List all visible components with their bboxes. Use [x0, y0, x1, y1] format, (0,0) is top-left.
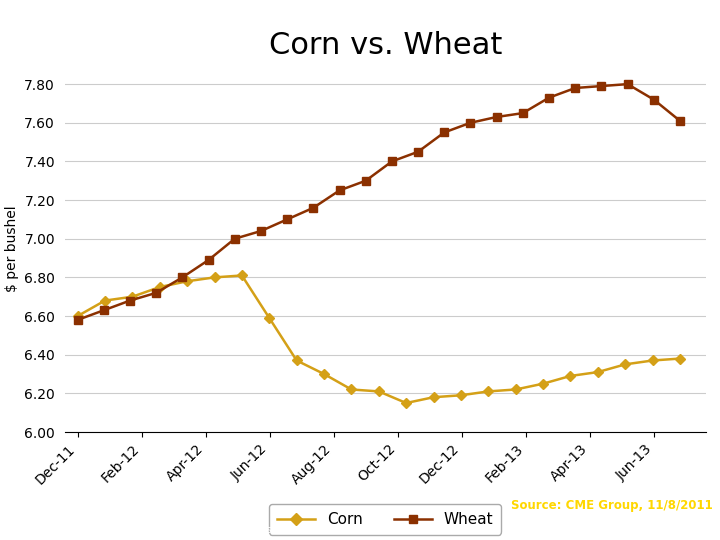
Text: IOWA STATE UNIVERSITY: IOWA STATE UNIVERSITY	[7, 499, 213, 512]
Y-axis label: $ per bushel: $ per bushel	[4, 205, 19, 292]
Text: Source: CME Group, 11/8/2011: Source: CME Group, 11/8/2011	[511, 499, 713, 512]
Legend: Corn, Wheat: Corn, Wheat	[269, 504, 501, 535]
Title: Corn vs. Wheat: Corn vs. Wheat	[269, 31, 502, 60]
Text: Extension and Outreach/Department of Economics: Extension and Outreach/Department of Eco…	[7, 525, 272, 536]
Text: Ag Decision Maker: Ag Decision Maker	[575, 522, 713, 536]
